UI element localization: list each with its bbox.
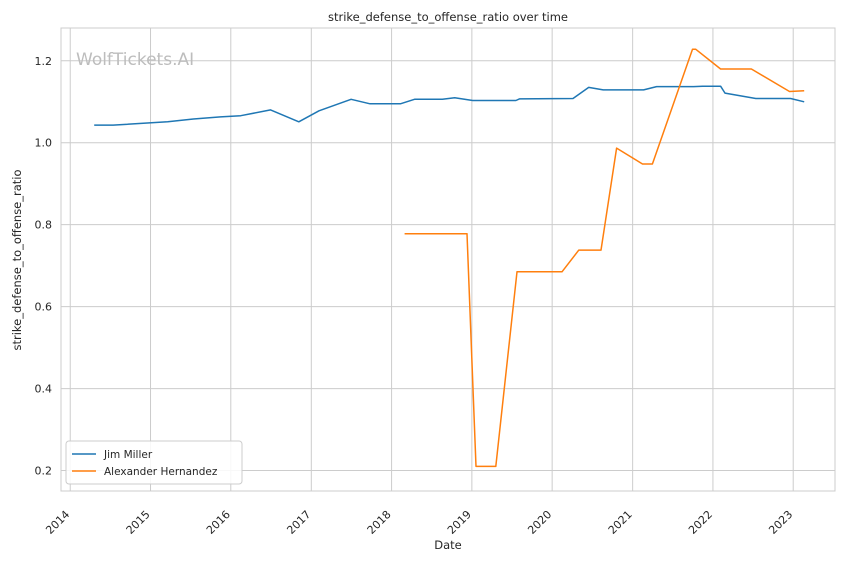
x-tick-label: 2021 [606, 508, 635, 537]
x-tick-labels: 2014 2015 2016 2017 2018 2019 2020 2021 2022 2023 [43, 508, 795, 537]
legend-label: Alexander Hernandez [104, 466, 218, 478]
x-tick-label: 2020 [525, 508, 554, 537]
plot-area-frame [60, 27, 836, 492]
y-tick-label: 0.2 [35, 465, 53, 478]
series-layer [94, 48, 805, 468]
legend: Jim Miller Alexander Hernandez [65, 440, 243, 485]
series-line-2 [404, 48, 805, 468]
y-tick-labels: 0.2 0.4 0.6 0.8 1.0 1.2 [35, 55, 53, 478]
y-tick-label: 1.2 [35, 55, 53, 68]
y-tick-label: 0.4 [35, 383, 53, 396]
series-line-1 [94, 85, 805, 126]
x-tick-label: 2018 [365, 508, 394, 537]
grid [61, 28, 835, 491]
y-tick-label: 0.6 [35, 301, 53, 314]
x-tick-label: 2019 [445, 508, 474, 537]
y-tick-label: 0.8 [35, 219, 53, 232]
x-tick-label: 2014 [43, 508, 72, 537]
x-axis-title: Date [434, 538, 462, 552]
y-tick-label: 1.0 [35, 137, 53, 150]
x-tick-label: 2017 [284, 508, 313, 537]
x-tick-label: 2022 [686, 508, 715, 537]
x-tick-label: 2016 [204, 508, 233, 537]
y-axis-title: strike_defense_to_offense_ratio [10, 169, 24, 350]
x-tick-label: 2023 [766, 508, 795, 537]
x-tick-label: 2015 [124, 508, 153, 537]
chart-title: strike_defense_to_offense_ratio over tim… [328, 10, 568, 24]
watermark: WolfTickets.AI [76, 50, 194, 70]
legend-label: Jim Miller [103, 449, 153, 461]
legend-box [65, 440, 243, 485]
